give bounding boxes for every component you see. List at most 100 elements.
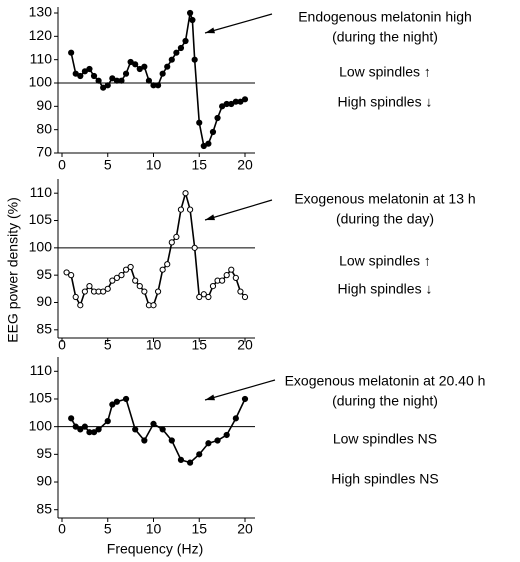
data-point — [132, 277, 139, 284]
data-point — [63, 269, 70, 276]
x-tick-label: 15 — [191, 157, 207, 173]
annotation: Low spindles ↑ — [339, 64, 431, 80]
data-point — [173, 233, 180, 241]
y-tick-label: 85 — [36, 321, 52, 337]
y-tick-label: 130 — [29, 4, 53, 20]
data-point — [209, 128, 217, 136]
data-point — [191, 244, 198, 251]
data-point — [173, 49, 180, 56]
data-point — [86, 65, 93, 73]
data-point — [132, 426, 139, 433]
annotation: Low spindles NS — [333, 431, 437, 447]
data-point — [150, 302, 157, 309]
data-point — [182, 190, 189, 197]
data-point — [196, 293, 203, 301]
annotation: Low spindles ↑ — [339, 253, 431, 269]
data-point — [72, 423, 79, 430]
x-tick-label: 15 — [191, 337, 207, 353]
data-point — [154, 82, 162, 89]
data-line — [66, 190, 246, 308]
annotation: High spindles ↓ — [338, 94, 433, 110]
y-tick-label: 90 — [36, 473, 52, 489]
data-point — [164, 261, 171, 268]
data-point — [104, 82, 111, 89]
x-tick-label: 10 — [146, 521, 162, 537]
data-point — [81, 288, 88, 295]
data-point — [90, 72, 98, 80]
x-tick-label: 0 — [58, 157, 66, 173]
y-tick-label: 100 — [29, 417, 53, 433]
data-point — [177, 456, 185, 463]
data-point — [209, 282, 217, 290]
data-point — [177, 44, 185, 52]
annotation: Exogenous melatonin at 20.40 h — [285, 373, 486, 389]
data-point — [223, 431, 230, 439]
data-point — [219, 277, 226, 284]
annotation: (during the day) — [336, 211, 434, 227]
annotation: Exogenous melatonin at 13 h — [294, 191, 475, 207]
y-tick-label: 110 — [30, 50, 53, 66]
x-tick-label: 0 — [58, 337, 66, 353]
x-axis-label: Frequency (Hz) — [107, 541, 203, 557]
data-point — [187, 459, 194, 466]
data-point — [141, 63, 148, 70]
data-point — [196, 119, 203, 126]
y-tick-label: 90 — [36, 293, 52, 309]
data-point — [109, 277, 116, 284]
y-tick-label: 80 — [36, 120, 52, 136]
data-point — [113, 274, 121, 281]
y-tick-label: 100 — [29, 239, 53, 255]
data-point — [68, 49, 75, 56]
data-point — [141, 437, 148, 444]
data-point — [159, 70, 166, 77]
x-tick-label: 10 — [146, 337, 162, 353]
data-point — [145, 77, 153, 84]
data-point — [90, 429, 98, 436]
data-point — [77, 426, 84, 433]
data-line — [70, 12, 246, 148]
data-point — [189, 16, 196, 24]
data-point — [81, 423, 88, 430]
y-tick-label: 95 — [36, 445, 52, 461]
data-point — [159, 426, 166, 433]
x-tick-label: 5 — [104, 521, 112, 537]
y-tick-label: 120 — [29, 27, 53, 43]
x-tick-label: 20 — [237, 157, 253, 173]
x-tick-label: 15 — [191, 521, 207, 537]
data-point — [118, 77, 125, 84]
data-point — [122, 266, 130, 273]
x-tick-label: 10 — [146, 157, 162, 173]
y-tick-label: 70 — [36, 144, 52, 160]
data-point — [214, 114, 221, 122]
data-point — [187, 9, 194, 17]
data-point — [68, 272, 75, 279]
data-point — [241, 293, 249, 301]
data-point — [168, 239, 175, 246]
data-point — [187, 206, 194, 213]
data-point — [141, 288, 148, 295]
data-point — [232, 274, 239, 281]
data-point — [109, 401, 116, 408]
data-point — [136, 282, 143, 290]
annotation: Endogenous melatonin high — [298, 9, 472, 25]
y-axis-label: EEG power density (%) — [5, 197, 21, 343]
data-point — [104, 418, 111, 425]
data-point — [72, 293, 79, 301]
data-point — [232, 415, 239, 422]
data-point — [223, 272, 230, 279]
data-point — [164, 63, 171, 70]
data-point — [168, 437, 175, 444]
data-point — [168, 56, 175, 63]
data-point — [182, 37, 189, 45]
y-tick-label: 95 — [36, 266, 52, 282]
arrow-shaft — [204, 379, 276, 401]
x-tick-label: 20 — [237, 521, 253, 537]
x-tick-label: 5 — [104, 337, 112, 353]
x-tick-label: 0 — [58, 521, 66, 537]
data-point — [205, 140, 212, 147]
y-tick-label: 100 — [29, 74, 53, 90]
data-point — [86, 282, 93, 290]
data-point — [205, 293, 212, 301]
y-tick-label: 90 — [36, 97, 52, 113]
y-tick-label: 85 — [36, 500, 52, 516]
